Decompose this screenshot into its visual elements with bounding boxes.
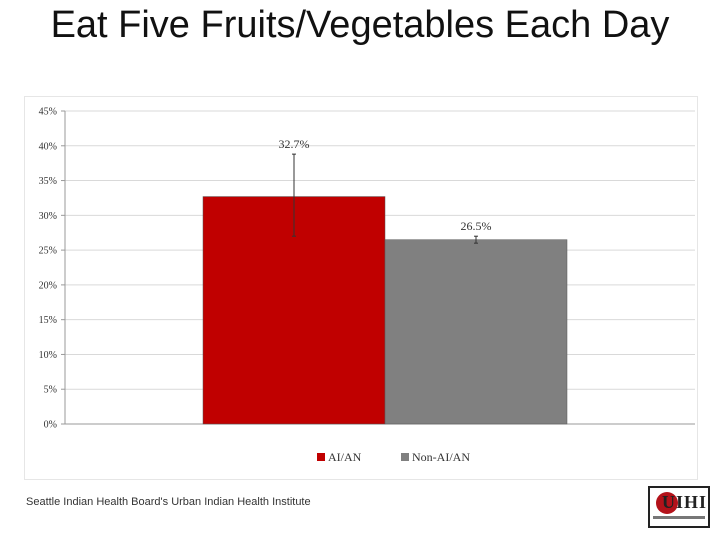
legend-label: AI/AN (328, 450, 362, 464)
y-tick-label: 5% (44, 385, 57, 396)
bar-non-ai-an (384, 239, 568, 425)
slide-title: Eat Five Fruits/Vegetables Each Day (50, 4, 670, 46)
y-tick-label: 15% (39, 315, 57, 326)
y-tick-label: 10% (39, 350, 57, 361)
y-tick-label: 25% (39, 246, 57, 257)
bars: 32.7% 26.5% (202, 137, 568, 425)
data-label: 26.5% (461, 219, 492, 233)
legend-swatch (401, 453, 409, 461)
y-tick-label: 45% (39, 107, 57, 118)
y-tick-label: 20% (39, 280, 57, 291)
legend-swatch (317, 453, 325, 461)
footer-credit: Seattle Indian Health Board's Urban Indi… (26, 496, 311, 508)
logo-letters: UIHI (662, 492, 708, 512)
y-tick-label: 40% (39, 141, 57, 152)
y-tick-label: 30% (39, 211, 57, 222)
y-tick-label: 35% (39, 176, 57, 187)
legend-label: Non-AI/AN (412, 450, 470, 464)
chart-area: 0% 5% 10% 15% 20% 25% 30% 35% 40% 45% 32.7% 26.5% … (24, 96, 698, 480)
y-tick-label: 0% (44, 420, 57, 431)
logo-subtitle-rule (653, 516, 705, 519)
data-label: 32.7% (279, 137, 310, 151)
footer-bar (0, 480, 720, 540)
bar-chart: 0%5%10%15%20%25%30%35%40%45% 32.7%26.5% … (39, 107, 695, 464)
logo-mark-icon (656, 492, 678, 514)
legend: AI/AN Non-AI/AN (317, 450, 470, 464)
y-axis-ticks: 0% 5% 10% 15% 20% 25% 30% 35% 40% 45% (39, 107, 66, 431)
uihi-logo: UIHI (648, 486, 710, 528)
